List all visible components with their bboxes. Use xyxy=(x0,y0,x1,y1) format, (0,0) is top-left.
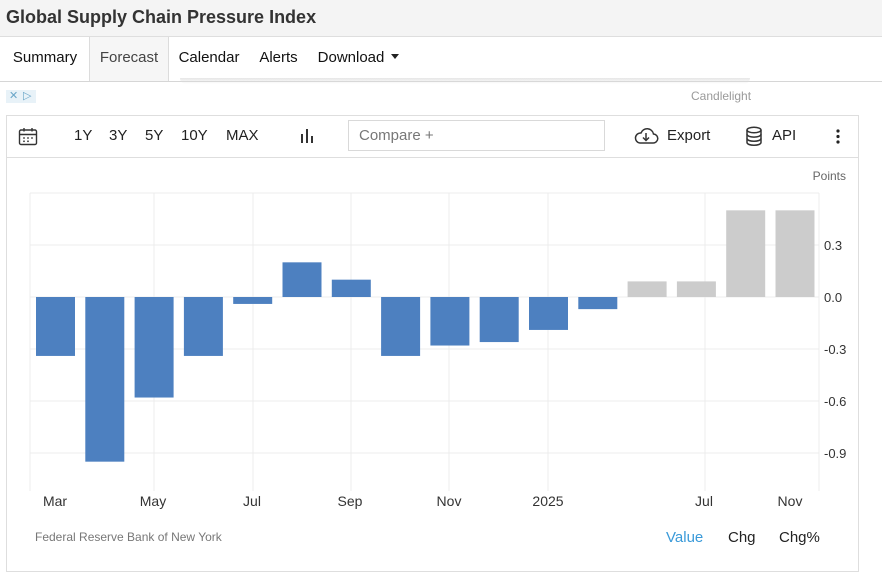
range-3y-button[interactable]: 3Y xyxy=(109,127,128,144)
page-title: Global Supply Chain Pressure Index xyxy=(6,7,317,27)
tab-calendar[interactable]: Calendar xyxy=(178,49,240,66)
source-label: Federal Reserve Bank of New York xyxy=(35,530,222,544)
tab-download[interactable]: Download xyxy=(307,37,410,80)
bar-chart-icon[interactable] xyxy=(300,128,316,149)
tab-bar-shadow xyxy=(180,78,750,84)
compare-input[interactable] xyxy=(348,120,605,151)
more-vertical-icon[interactable] xyxy=(836,129,840,149)
export-button[interactable]: Export xyxy=(667,127,711,144)
tab-summary[interactable]: Summary xyxy=(12,49,78,66)
calendar-icon[interactable] xyxy=(18,127,38,151)
mode-chg-button[interactable]: Chg xyxy=(728,529,756,546)
tab-download-label: Download xyxy=(317,49,385,66)
database-icon[interactable] xyxy=(745,126,763,152)
range-5y-button[interactable]: 5Y xyxy=(145,127,164,144)
tab-forecast[interactable]: Forecast xyxy=(89,37,169,81)
chart-panel xyxy=(6,115,859,572)
range-1y-button[interactable]: 1Y xyxy=(74,127,93,144)
adchoices-play-icon: ▷ xyxy=(23,90,32,102)
ad-label[interactable]: Candlelight xyxy=(691,89,752,103)
tab-bar: Summary Forecast Calendar Alerts Downloa… xyxy=(0,37,882,82)
mode-chgpct-button[interactable]: Chg% xyxy=(779,529,820,546)
api-button[interactable]: API xyxy=(772,127,797,144)
range-max-button[interactable]: MAX xyxy=(226,127,259,144)
range-10y-button[interactable]: 10Y xyxy=(181,127,208,144)
tab-alerts[interactable]: Alerts xyxy=(259,49,298,66)
title-bar: Global Supply Chain Pressure Index xyxy=(0,0,882,37)
chevron-down-icon xyxy=(391,54,400,59)
cloud-download-icon[interactable] xyxy=(633,127,659,150)
mode-value-button[interactable]: Value xyxy=(666,529,704,546)
adchoices-badge[interactable]: ✕ ▷ xyxy=(6,90,36,103)
adchoices-close-icon[interactable]: ✕ xyxy=(9,90,19,102)
chart-toolbar: 1Y 3Y 5Y 10Y MAX Export API xyxy=(6,115,859,158)
